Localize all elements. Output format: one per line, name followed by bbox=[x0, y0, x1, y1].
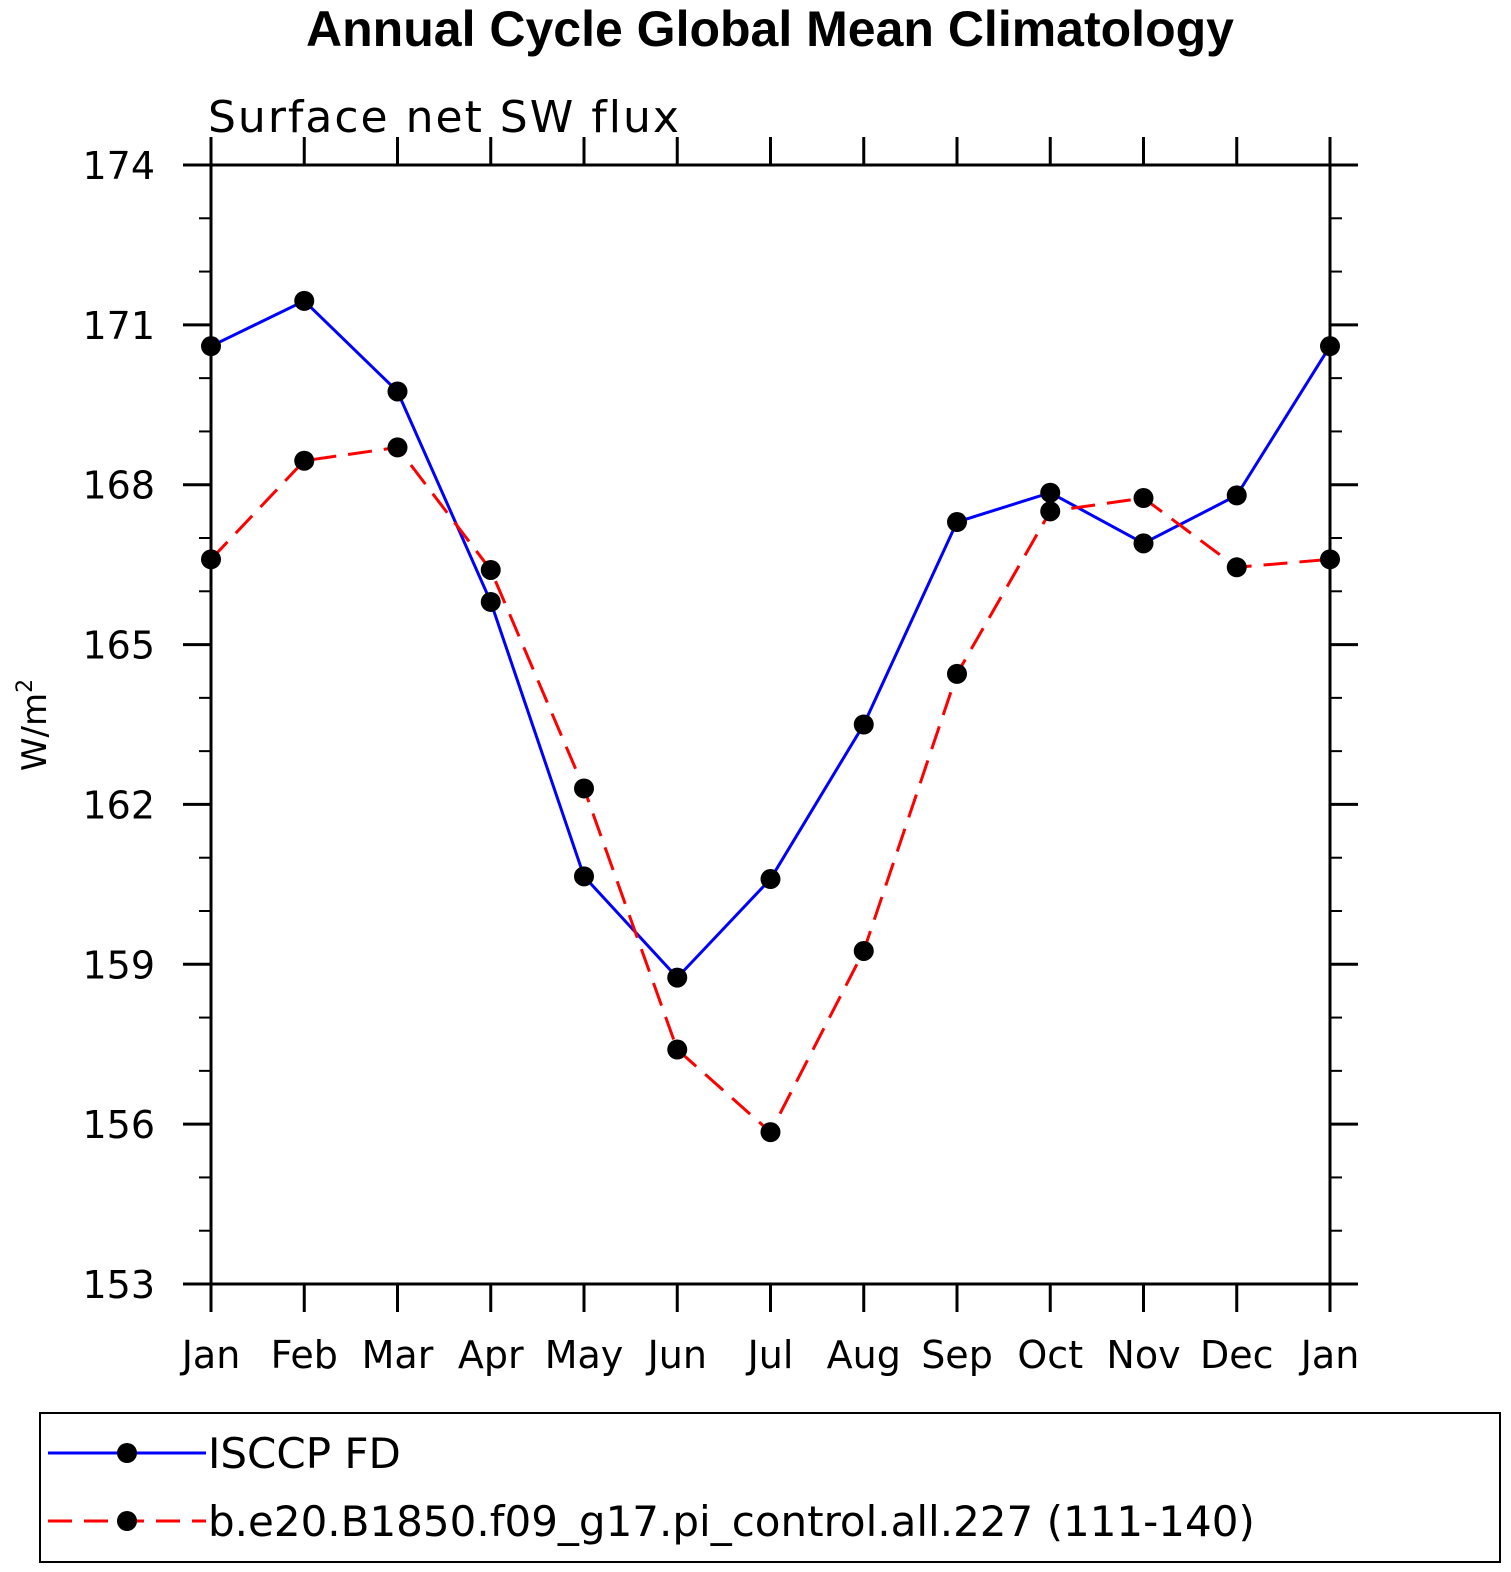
y-tick-label: 171 bbox=[82, 304, 155, 348]
series-2-point bbox=[760, 1122, 781, 1143]
chart-subtitle: Surface net SW flux bbox=[208, 92, 681, 143]
series-1-point bbox=[853, 714, 874, 735]
x-tick-label: Jan bbox=[180, 1333, 241, 1377]
x-tick-label: Jul bbox=[746, 1333, 794, 1377]
x-tick-label: Oct bbox=[1017, 1333, 1083, 1377]
legend-marker-1 bbox=[117, 1443, 137, 1463]
series-2-point bbox=[1040, 501, 1061, 522]
series-1-point bbox=[294, 290, 315, 311]
series-2-point bbox=[574, 778, 594, 799]
series-line-2 bbox=[209, 445, 1331, 1135]
y-tick-label: 174 bbox=[82, 144, 155, 188]
x-tick-label: May bbox=[545, 1333, 624, 1377]
series-1-point bbox=[667, 967, 688, 988]
series-2-point bbox=[294, 450, 315, 471]
series-1-point bbox=[1040, 482, 1061, 503]
x-tick-label: Mar bbox=[362, 1333, 434, 1377]
x-tick-label: Aug bbox=[827, 1333, 901, 1377]
legend-label-1: ISCCP FD bbox=[208, 1429, 401, 1478]
series-1-point bbox=[480, 591, 501, 612]
series-2-point bbox=[667, 1039, 688, 1060]
x-tick-label: Nov bbox=[1106, 1333, 1180, 1377]
series-1-point bbox=[574, 866, 594, 887]
y-tick-label: 165 bbox=[82, 624, 155, 668]
y-tick-label: 168 bbox=[82, 464, 155, 508]
series-2-point bbox=[387, 437, 408, 458]
y-tick-label: 156 bbox=[82, 1103, 155, 1147]
chart-title: Annual Cycle Global Mean Climatology bbox=[306, 1, 1234, 57]
plot-frame bbox=[209, 163, 1332, 1286]
series-2-point bbox=[201, 549, 221, 570]
x-tick-label: Feb bbox=[271, 1333, 338, 1377]
series-1-point bbox=[1226, 485, 1247, 506]
x-tick-label: Apr bbox=[458, 1333, 524, 1377]
legend-label-2: b.e20.B1850.f09_g17.pi_control.all.227 (… bbox=[208, 1497, 1255, 1546]
series-2-point bbox=[853, 940, 874, 961]
legend: ISCCP FD b.e20.B1850.f09_g17.pi_control.a… bbox=[39, 1412, 1501, 1563]
y-axis-label-text: W/m bbox=[15, 693, 55, 771]
series-2-point bbox=[480, 559, 501, 580]
y-axis-label: W/m2 bbox=[13, 679, 55, 771]
series-2-point bbox=[1320, 549, 1340, 570]
x-tick-label: Sep bbox=[921, 1333, 993, 1377]
axes-layer: 153 156 159 162 165 168 171 174 Jan Feb Mar Apr May J… bbox=[82, 137, 1359, 1377]
legend-marker-2 bbox=[117, 1511, 137, 1531]
series-1-point bbox=[1133, 533, 1154, 554]
svg-text:W/m2: W/m2 bbox=[13, 679, 55, 771]
series-1-point bbox=[387, 381, 408, 402]
x-tick-label: Jun bbox=[646, 1333, 707, 1377]
y-tick-label: 162 bbox=[82, 783, 155, 827]
series-1-point bbox=[201, 336, 221, 357]
y-tick-label: 159 bbox=[82, 943, 155, 987]
series-1-point bbox=[760, 869, 781, 890]
series-2-point bbox=[947, 663, 967, 684]
series-1-point bbox=[947, 512, 967, 533]
y-tick-label: 153 bbox=[82, 1263, 155, 1307]
y-axis-label-superscript: 2 bbox=[13, 679, 38, 693]
x-tick-label: Dec bbox=[1200, 1333, 1274, 1377]
legend-box bbox=[39, 1412, 1501, 1563]
series-layer bbox=[201, 290, 1340, 1143]
series-2-point bbox=[1226, 557, 1247, 578]
x-tick-label: Jan bbox=[1299, 1333, 1360, 1377]
series-1-point bbox=[1320, 336, 1340, 357]
series-2-point bbox=[1133, 488, 1154, 509]
